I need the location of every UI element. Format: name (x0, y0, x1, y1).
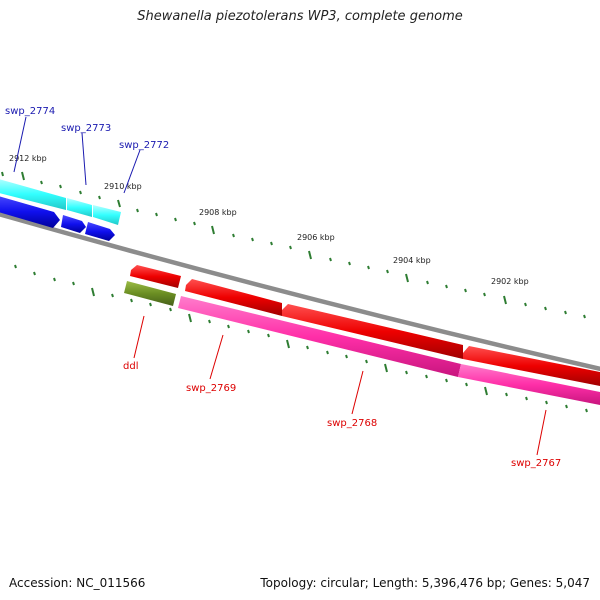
gene-label-swp-2772[interactable]: swp_2772 (119, 140, 169, 151)
gene-label-swp-2773[interactable]: swp_2773 (61, 123, 111, 134)
gene-label-swp-2767[interactable]: swp_2767 (511, 458, 561, 469)
tick-label: 2904 kbp (393, 256, 431, 265)
gene-label-swp-2768[interactable]: swp_2768 (327, 418, 377, 429)
gene-feature[interactable] (463, 346, 600, 386)
gene-feature[interactable] (0, 195, 60, 228)
forward-inner-features (0, 195, 115, 241)
outer-tick-marks (1, 171, 586, 319)
tick-label: 2910 kbp (104, 182, 142, 191)
gene-feature[interactable] (185, 279, 282, 316)
gene-feature[interactable] (0, 178, 66, 210)
gene-feature[interactable] (178, 296, 461, 377)
reverse-cds-features (130, 265, 600, 386)
gene-label-ddl[interactable]: ddl (123, 361, 138, 372)
gene-feature[interactable] (458, 364, 600, 405)
tick-label: 2906 kbp (297, 233, 335, 242)
label-leaders (13, 116, 547, 456)
accession-text: Accession: NC_011566 (9, 576, 146, 590)
gene-feature[interactable] (124, 281, 176, 306)
gene-feature[interactable] (130, 265, 181, 288)
inner-tick-marks (14, 264, 588, 413)
tick-label: 2908 kbp (199, 208, 237, 217)
gene-label-swp-2769[interactable]: swp_2769 (186, 383, 236, 394)
genome-summary-text: Topology: circular; Length: 5,396,476 bp… (260, 576, 590, 590)
gene-feature[interactable] (61, 215, 86, 233)
genome-backbone (0, 212, 600, 372)
map-title: Shewanella piezotolerans WP3, complete g… (137, 9, 463, 24)
forward-outer-features (0, 178, 121, 225)
gene-feature[interactable] (85, 222, 115, 241)
tick-label: 2912 kbp (9, 154, 47, 163)
gene-feature[interactable] (282, 304, 463, 359)
reverse-rna-features (178, 296, 600, 405)
tick-label: 2902 kbp (491, 277, 529, 286)
gene-label-swp-2774[interactable]: swp_2774 (5, 106, 55, 117)
gene-feature[interactable] (93, 205, 121, 225)
gene-feature[interactable] (67, 198, 92, 217)
